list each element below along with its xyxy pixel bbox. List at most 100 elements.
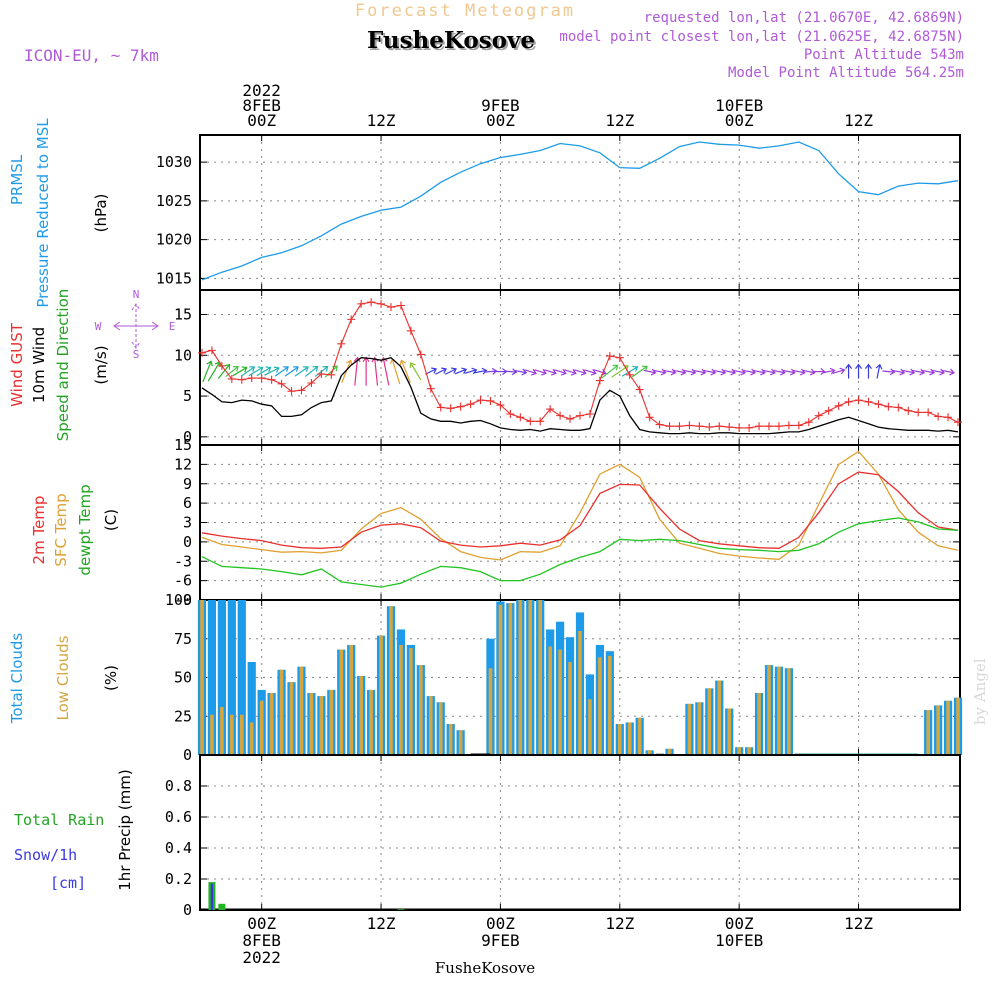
gust-marker bbox=[735, 423, 744, 432]
y-tick-label: 50 bbox=[174, 669, 192, 687]
wind-direction-arrow bbox=[380, 356, 390, 386]
dewpoint-line bbox=[201, 517, 959, 588]
gust-marker bbox=[466, 400, 475, 409]
arrow-shaft bbox=[753, 369, 766, 374]
wind-direction-arrow bbox=[544, 368, 557, 376]
low-cloud-bar bbox=[956, 697, 960, 755]
low-cloud-bar bbox=[627, 722, 632, 755]
compass-letter: E bbox=[169, 320, 176, 333]
low-cloud-bar bbox=[578, 631, 582, 755]
wind-direction-arrow bbox=[362, 356, 370, 386]
arrow-head bbox=[257, 366, 264, 373]
panel-ylabel: Speed and Direction bbox=[54, 289, 72, 442]
wind-direction-arrow bbox=[371, 356, 379, 386]
low-cloud-bar bbox=[508, 603, 513, 755]
low-cloud-bar bbox=[299, 666, 304, 755]
wind-direction-arrow bbox=[554, 368, 567, 376]
low-cloud-bar bbox=[419, 665, 423, 755]
wind-gust-line bbox=[201, 301, 959, 429]
footer-station: FusheKosove bbox=[435, 959, 535, 977]
model-altitude: Model Point Altitude 564.25m bbox=[728, 65, 964, 81]
low-cloud-bar bbox=[617, 724, 622, 755]
gust-marker bbox=[257, 374, 266, 383]
wind-direction-arrow bbox=[425, 367, 438, 375]
compass-letter: S bbox=[133, 348, 140, 361]
arrow-head bbox=[750, 368, 756, 376]
wind-direction-arrow bbox=[703, 368, 717, 376]
y-tick-label: -6 bbox=[174, 572, 192, 590]
gust-marker bbox=[605, 352, 614, 361]
wind-direction-arrow bbox=[474, 367, 488, 375]
low-cloud-bar bbox=[269, 693, 274, 755]
arrow-head bbox=[790, 368, 796, 376]
gust-marker bbox=[894, 403, 903, 412]
arrow-shaft bbox=[374, 357, 379, 386]
arrow-head bbox=[481, 367, 488, 375]
wind-direction-arrow bbox=[882, 368, 896, 376]
gust-marker bbox=[426, 384, 435, 393]
arrow-head bbox=[730, 368, 737, 376]
low-cloud-bar bbox=[369, 689, 373, 755]
low-cloud-bar bbox=[777, 666, 781, 755]
low-cloud-bar bbox=[608, 655, 612, 755]
panel-ylabel: 1hr Precip (mm) bbox=[116, 769, 134, 890]
wind-direction-arrow bbox=[232, 366, 248, 377]
y-tick-label: 6 bbox=[183, 494, 192, 512]
bottom-time-label: 12Z bbox=[605, 914, 634, 933]
low-cloud-bar bbox=[757, 693, 761, 755]
arrow-head bbox=[829, 367, 836, 375]
gust-marker bbox=[546, 405, 555, 414]
station-title: FusheKosove bbox=[367, 27, 535, 54]
bottom-time-label: 12Z bbox=[367, 914, 396, 933]
temperature-panel bbox=[199, 444, 961, 601]
wind-direction-arrow bbox=[584, 368, 597, 376]
panel-ylabel: (C) bbox=[102, 509, 120, 531]
y-tick-label: 12 bbox=[174, 455, 192, 473]
gust-marker bbox=[566, 414, 575, 423]
arrow-shaft bbox=[382, 357, 390, 386]
arrow-head bbox=[770, 368, 776, 376]
y-tick-label: 0 bbox=[183, 901, 192, 919]
arrow-shaft bbox=[822, 369, 835, 374]
arrow-head bbox=[322, 365, 329, 372]
wind-direction-arrow bbox=[772, 368, 786, 376]
wind-direction-arrow bbox=[902, 368, 916, 376]
wind-direction-arrow bbox=[663, 368, 677, 376]
gust-marker bbox=[615, 353, 624, 362]
top-time-label: 12Z bbox=[844, 111, 873, 130]
wind-direction-arrow bbox=[240, 366, 256, 377]
arrow-shaft bbox=[653, 369, 666, 374]
wind-direction-arrow bbox=[409, 362, 422, 381]
arrow-head bbox=[809, 368, 816, 376]
total-precip-bar bbox=[218, 903, 226, 910]
gust-marker bbox=[327, 370, 336, 379]
wind-direction-arrow bbox=[225, 365, 239, 378]
gust-marker bbox=[725, 423, 734, 432]
wind-direction-arrow bbox=[693, 368, 707, 376]
arrow-shaft bbox=[225, 366, 239, 378]
low-cloud-bar bbox=[230, 714, 234, 755]
arrow-shaft bbox=[802, 369, 815, 374]
arrow-head bbox=[511, 368, 518, 376]
wind-direction-arrow bbox=[504, 368, 518, 376]
gust-marker bbox=[934, 412, 943, 421]
arrow-shaft bbox=[723, 369, 736, 374]
top-time-label: 00Z bbox=[725, 111, 754, 130]
wind-direction-arrow bbox=[922, 368, 936, 376]
gust-marker bbox=[904, 406, 913, 415]
arrow-shaft bbox=[792, 369, 805, 374]
arrow-head bbox=[283, 366, 289, 372]
y-tick-label: 15 bbox=[174, 305, 192, 323]
arrow-shaft bbox=[504, 370, 517, 373]
gust-marker bbox=[386, 303, 395, 312]
gust-marker bbox=[227, 374, 236, 383]
arrow-head bbox=[820, 368, 826, 376]
arrow-shaft bbox=[341, 360, 352, 383]
gust-marker bbox=[197, 348, 206, 357]
bottom-time-label: 12Z bbox=[844, 914, 873, 933]
arrow-head bbox=[273, 366, 280, 373]
compass-letter: N bbox=[133, 288, 140, 301]
wind-direction-arrow bbox=[564, 368, 577, 376]
gust-marker bbox=[337, 339, 346, 348]
low-cloud-bar bbox=[558, 649, 562, 755]
